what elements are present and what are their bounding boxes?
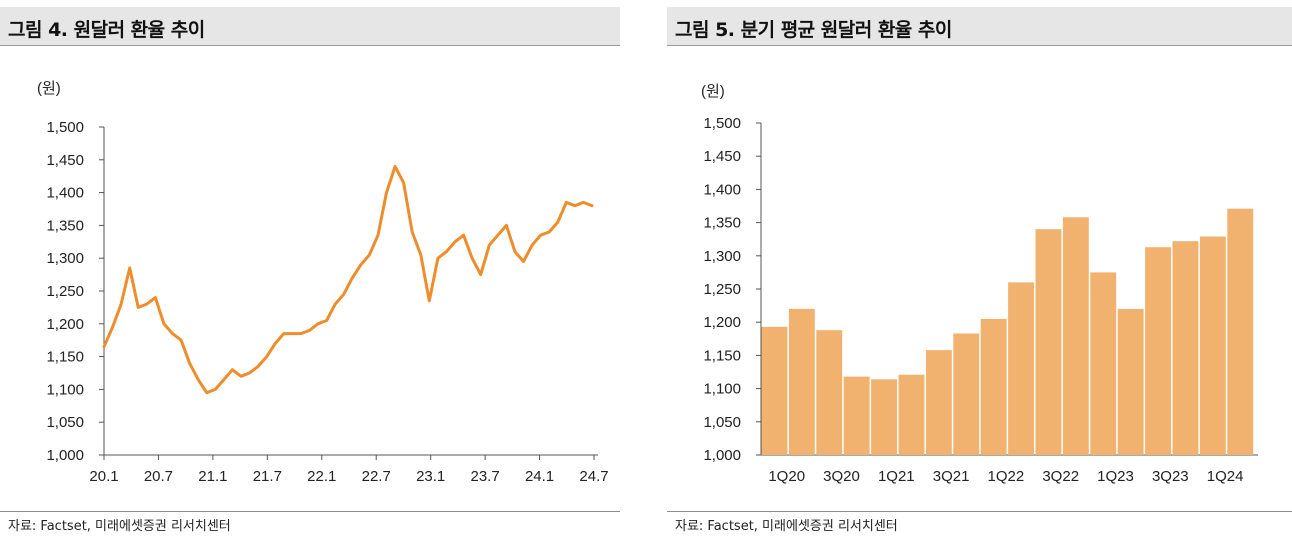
bar-1Q21 (871, 379, 897, 455)
exchange-rate-line (102, 164, 594, 395)
line-chart: (원) 1,000 1,050 1,100 1,150 1,200 1,250 1,300 1,… (37, 80, 609, 485)
y-tick-label: 1,450 (703, 148, 741, 165)
x-tick-label: 20.1 (89, 468, 118, 485)
chart-title-bar: 그림 5. 분기 평균 원달러 환율 추이 (667, 7, 1292, 46)
source-note: 자료: Factset, 미래에셋증권 리서치센터 (8, 519, 231, 534)
bar-3Q23 (1145, 247, 1171, 455)
bar-1Q22 (980, 318, 1007, 455)
y-tick-label: 1,000 (703, 447, 741, 464)
x-tick-label: 24.7 (579, 468, 608, 485)
bar-4Q20 (843, 376, 870, 455)
x-tick-label: 24.1 (525, 468, 554, 485)
bar-1Q23 (1090, 272, 1117, 455)
bar-3Q22 (1035, 229, 1062, 455)
chart-title: 그림 4. 원달러 환율 추이 (8, 19, 205, 41)
y-tick-label: 1,050 (703, 414, 741, 431)
source-divider (667, 511, 1292, 512)
x-tick-label: 20.7 (144, 468, 173, 485)
y-tick-label: 1,050 (46, 414, 84, 431)
bar-3Q20 (816, 330, 843, 455)
unit-label: (원) (701, 83, 725, 100)
y-tick-label: 1,150 (46, 349, 84, 366)
y-tick-label: 1,300 (703, 248, 741, 265)
x-tick-label: 23.7 (471, 468, 500, 485)
x-tick-label: 3Q22 (1042, 468, 1079, 485)
bar-2Q23 (1117, 308, 1144, 455)
bar-4Q22 (1062, 217, 1089, 455)
bar-1Q24 (1199, 236, 1226, 455)
chart-title-bar: 그림 4. 원달러 환율 추이 (0, 7, 620, 46)
bar-2Q24 (1227, 208, 1254, 455)
y-tick-label: 1,400 (703, 181, 741, 198)
y-tick-label: 1,200 (703, 314, 741, 331)
bar-3Q21 (925, 350, 952, 455)
bar-2Q22 (1008, 282, 1034, 455)
y-tick-label: 1,200 (46, 316, 84, 333)
y-tick-label: 1,150 (703, 347, 741, 364)
bar-2Q21 (898, 374, 925, 455)
x-tick-label: 1Q24 (1207, 468, 1244, 485)
y-tick-label: 1,350 (46, 217, 84, 234)
x-tick-label: 22.1 (307, 468, 336, 485)
unit-label: (원) (37, 80, 61, 97)
y-tick-label: 1,250 (703, 281, 741, 298)
x-tick-label: 1Q23 (1097, 468, 1134, 485)
x-tick-label: 21.7 (253, 468, 282, 485)
bar-2Q20 (788, 308, 815, 455)
x-tick-label: 23.1 (416, 468, 445, 485)
x-tick-label: 22.7 (362, 468, 391, 485)
x-tick-label: 3Q23 (1152, 468, 1189, 485)
panel-exchange-rate-trend: 그림 4. 원달러 환율 추이 (원) 1,000 1,050 1,100 1,150 1… (0, 0, 620, 541)
y-tick-label: 1,450 (46, 152, 84, 169)
bar-1Q20 (761, 326, 788, 455)
y-tick-label: 1,100 (703, 381, 741, 398)
bar-4Q21 (953, 333, 980, 455)
chart-title: 그림 5. 분기 평균 원달러 환율 추이 (675, 19, 952, 41)
y-tick-label: 1,300 (46, 250, 84, 267)
bar-4Q23 (1172, 241, 1199, 455)
source-note: 자료: Factset, 미래에셋증권 리서치센터 (675, 519, 898, 534)
panel-quarterly-average-rate: 그림 5. 분기 평균 원달러 환율 추이 (원) 1,000 1,050 1,100… (667, 0, 1292, 541)
x-tick-label: 21.1 (198, 468, 227, 485)
y-tick-label: 1,250 (46, 283, 84, 300)
x-tick-label: 3Q21 (933, 468, 970, 485)
x-tick-label: 3Q20 (823, 468, 860, 485)
bar-chart: (원) 1,000 1,050 1,100 1,150 1,200 1,250 1,300 1,… (701, 83, 1258, 485)
y-tick-label: 1,500 (703, 115, 741, 132)
y-tick-label: 1,350 (703, 215, 741, 232)
y-tick-label: 1,400 (46, 185, 84, 202)
x-tick-label: 1Q21 (878, 468, 915, 485)
x-tick-label: 1Q22 (988, 468, 1025, 485)
y-tick-label: 1,500 (46, 119, 84, 136)
y-tick-label: 1,100 (46, 381, 84, 398)
source-divider (0, 511, 620, 512)
x-tick-label: 1Q20 (768, 468, 805, 485)
y-tick-label: 1,000 (46, 447, 84, 464)
